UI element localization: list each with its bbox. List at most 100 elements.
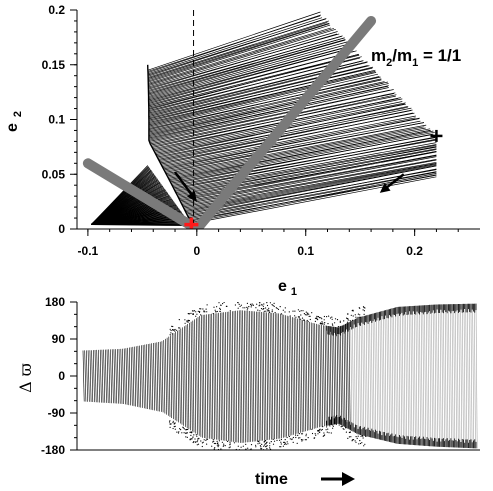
trajectory-line xyxy=(148,33,338,90)
scatter-dot xyxy=(249,303,252,305)
trajectory-line xyxy=(159,110,412,163)
scatter-dot xyxy=(274,312,276,314)
oscillation-line xyxy=(288,316,291,436)
scatter-dot xyxy=(268,310,270,312)
scatter-dot xyxy=(350,436,352,438)
oscillation-line xyxy=(405,306,408,445)
oscillation-line xyxy=(292,317,294,435)
scatter-dot xyxy=(364,307,366,309)
scatter-dot xyxy=(315,317,318,319)
oscillation-line xyxy=(427,304,430,447)
scatter-dot xyxy=(355,436,357,438)
scatter-dot xyxy=(364,443,366,445)
oscillation-line xyxy=(304,320,306,432)
oscillation-line xyxy=(153,342,155,411)
scatter-dot xyxy=(315,434,317,436)
scatter-dot xyxy=(320,323,322,325)
scatter-dot xyxy=(255,444,257,446)
scatter-dot xyxy=(169,328,171,330)
trajectory-line xyxy=(184,162,437,210)
scatter-dots xyxy=(168,302,367,450)
oscillation-line xyxy=(244,310,246,443)
oscillation-line xyxy=(348,322,351,430)
scatter-dot xyxy=(327,323,329,325)
trajectory-line xyxy=(149,89,394,144)
oscillation-line xyxy=(134,346,136,407)
arrow-icon xyxy=(379,173,405,193)
scatter-dot xyxy=(280,438,282,441)
oscillation-line xyxy=(314,323,317,429)
oscillation-line xyxy=(371,313,373,438)
scatter-dot xyxy=(216,306,218,308)
scatter-dot xyxy=(195,311,197,313)
oscillation-line xyxy=(264,312,267,441)
oscillation-line xyxy=(379,311,382,440)
scatter-dot xyxy=(303,319,305,321)
oscillation-line xyxy=(163,340,166,414)
scatter-dot xyxy=(329,317,332,319)
scatter-dot xyxy=(196,444,198,446)
oscillation-line xyxy=(262,312,265,441)
oscillation-line xyxy=(158,341,160,412)
scatter-dot xyxy=(193,310,196,312)
scatter-dot xyxy=(269,445,271,447)
scatter-dot xyxy=(304,439,306,441)
trajectory-line xyxy=(148,47,354,104)
top-plot-area xyxy=(82,10,443,229)
oscillation-line xyxy=(290,316,293,436)
scatter-dot xyxy=(178,319,180,321)
oscillation-line xyxy=(94,349,97,403)
scatter-dot xyxy=(184,322,186,324)
scatter-dot xyxy=(211,445,213,447)
scatter-dot xyxy=(190,434,192,436)
oscillation-line xyxy=(377,312,380,440)
scatter-dot xyxy=(266,304,269,307)
oscillation-line xyxy=(256,311,258,442)
scatter-dot xyxy=(332,324,334,326)
oscillation-line xyxy=(281,314,284,438)
scatter-dot xyxy=(284,439,286,441)
scatter-dot xyxy=(214,309,216,311)
oscillation-line xyxy=(298,319,301,433)
scatter-dot xyxy=(192,441,194,444)
oscillation-line xyxy=(98,349,100,403)
scatter-dot xyxy=(186,320,188,322)
oscillation-line xyxy=(376,312,378,439)
scatter-dot xyxy=(204,311,206,313)
oscillation-line xyxy=(297,318,299,434)
scatter-dot xyxy=(197,443,200,445)
scatter-dot xyxy=(326,426,328,428)
scatter-dot xyxy=(266,445,268,447)
scatter-dot xyxy=(200,314,202,316)
scatter-dot xyxy=(183,432,185,434)
oscillation-line xyxy=(473,303,476,449)
scatter-dot xyxy=(224,445,226,447)
time-arrow-icon xyxy=(321,472,355,486)
scatter-dot xyxy=(194,438,196,440)
scatter-dot xyxy=(219,307,221,309)
scatter-dot xyxy=(197,310,199,312)
scatter-dot xyxy=(221,441,223,443)
oscillation-line xyxy=(223,312,226,441)
scatter-dot xyxy=(330,432,332,434)
top-y-tick-label: 0.1 xyxy=(48,113,65,127)
scatter-dot xyxy=(196,435,198,437)
trajectory-line xyxy=(165,124,427,174)
scatter-dot xyxy=(294,310,296,312)
scatter-dot xyxy=(205,439,207,441)
scatter-dot xyxy=(276,307,278,310)
scatter-dot xyxy=(295,436,297,439)
oscillation-line xyxy=(429,304,432,447)
scatter-dot xyxy=(263,441,265,443)
scatter-dot xyxy=(255,307,257,309)
scatter-dot xyxy=(276,439,278,441)
oscillation-line xyxy=(151,343,154,411)
end-marker xyxy=(184,217,199,229)
scatter-dot xyxy=(202,441,204,443)
scatter-dot xyxy=(327,428,329,430)
oscillation-line xyxy=(448,304,451,448)
oscillation-line xyxy=(295,318,298,434)
oscillation-line xyxy=(214,313,217,440)
oscillation-line xyxy=(369,314,372,438)
scatter-dot xyxy=(240,304,242,306)
